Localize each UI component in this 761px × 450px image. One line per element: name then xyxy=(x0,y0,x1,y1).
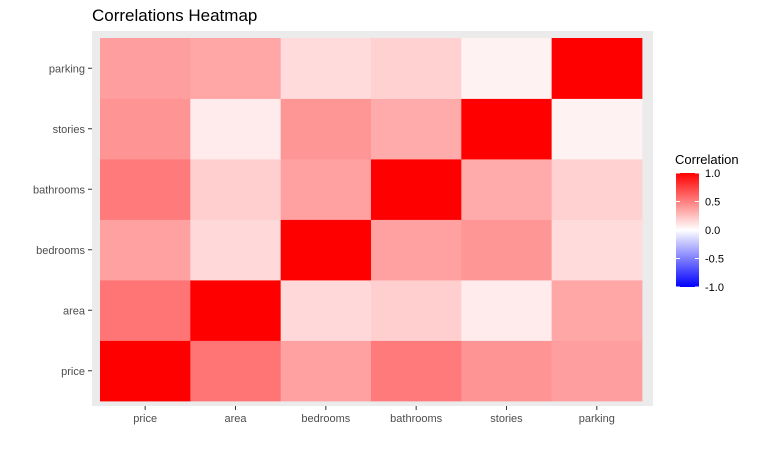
y-tick-label-area: area xyxy=(63,305,86,317)
heatmap-cell-price-bathrooms xyxy=(370,340,462,402)
legend-title: Correlation xyxy=(675,152,739,167)
heatmap-cell-stories-parking xyxy=(551,98,643,160)
heatmap-cell-bedrooms-parking xyxy=(551,219,643,281)
heatmap-cell-price-stories xyxy=(461,340,553,402)
x-tick-label-area: area xyxy=(224,413,247,425)
heatmap-cell-price-area xyxy=(190,340,282,402)
heatmap-cell-stories-bedrooms xyxy=(280,98,372,160)
heatmap-cell-parking-price xyxy=(100,38,191,99)
legend-break-label: 0.5 xyxy=(705,197,720,209)
heatmap-cell-bedrooms-price xyxy=(100,219,191,281)
x-axis: price area bedrooms bathrooms stories parking xyxy=(133,406,615,425)
heatmap-cell-area-area xyxy=(190,280,282,341)
heatmap-cell-bathrooms-bathrooms xyxy=(370,159,462,220)
y-tick-label-stories: stories xyxy=(53,124,86,136)
legend-break-label: 0.0 xyxy=(705,225,720,237)
heatmap-cell-bathrooms-price xyxy=(100,159,191,220)
heatmap-cell-price-parking xyxy=(551,340,643,402)
heatmap-cell-bedrooms-bedrooms xyxy=(280,219,372,281)
x-tick-label-parking: parking xyxy=(579,413,615,425)
heatmap-cell-area-bedrooms xyxy=(280,280,372,341)
legend: Correlation 1.0 0.5 0.0 -0.5 -1.0 xyxy=(675,152,739,294)
x-tick-label-bathrooms: bathrooms xyxy=(390,413,442,425)
heatmap-cell-bedrooms-stories xyxy=(461,219,553,281)
heatmap-cell-stories-stories xyxy=(461,98,553,160)
heatmap-cell-stories-area xyxy=(190,98,282,160)
y-tick-label-price: price xyxy=(61,366,85,378)
heatmap-cell-bathrooms-area xyxy=(190,159,282,220)
heatmap-cell-area-price xyxy=(100,280,191,341)
heatmap-cell-bathrooms-parking xyxy=(551,159,643,220)
heatmap-cell-stories-price xyxy=(100,98,191,160)
heatmap-cell-bathrooms-stories xyxy=(461,159,553,220)
heatmap-cell-price-price xyxy=(100,340,191,402)
heatmap-cell-bedrooms-area xyxy=(190,219,282,281)
heatmap-cell-bedrooms-bathrooms xyxy=(370,219,462,281)
x-tick-label-price: price xyxy=(133,413,157,425)
legend-colorbar xyxy=(676,173,699,287)
heatmap-cell-price-bedrooms xyxy=(280,340,372,402)
legend-break-label: -1.0 xyxy=(705,282,724,294)
heatmap-cell-area-parking xyxy=(551,280,643,341)
heatmap-cell-parking-parking xyxy=(551,38,643,99)
y-axis: price area bedrooms bathrooms stories parking xyxy=(33,63,92,378)
heatmap-cell-area-bathrooms xyxy=(370,280,462,341)
heatmap-cell-bathrooms-bedrooms xyxy=(280,159,372,220)
heatmap-cell-parking-bathrooms xyxy=(370,38,462,99)
heatmap-cell-parking-stories xyxy=(461,38,553,99)
legend-break-label: 1.0 xyxy=(705,168,720,180)
heatmap-cell-parking-area xyxy=(190,38,282,99)
x-tick-label-stories: stories xyxy=(490,413,523,425)
heatmap-cell-stories-bathrooms xyxy=(370,98,462,160)
y-tick-label-parking: parking xyxy=(49,63,85,75)
y-tick-label-bedrooms: bedrooms xyxy=(36,245,85,257)
legend-break-label: -0.5 xyxy=(705,254,724,266)
heatmap-cell-parking-bedrooms xyxy=(280,38,372,99)
x-tick-label-bedrooms: bedrooms xyxy=(301,413,350,425)
chart-title: Correlations Heatmap xyxy=(92,6,258,25)
y-tick-label-bathrooms: bathrooms xyxy=(33,184,85,196)
heatmap-cell-area-stories xyxy=(461,280,553,341)
heatmap-cells xyxy=(100,38,643,402)
